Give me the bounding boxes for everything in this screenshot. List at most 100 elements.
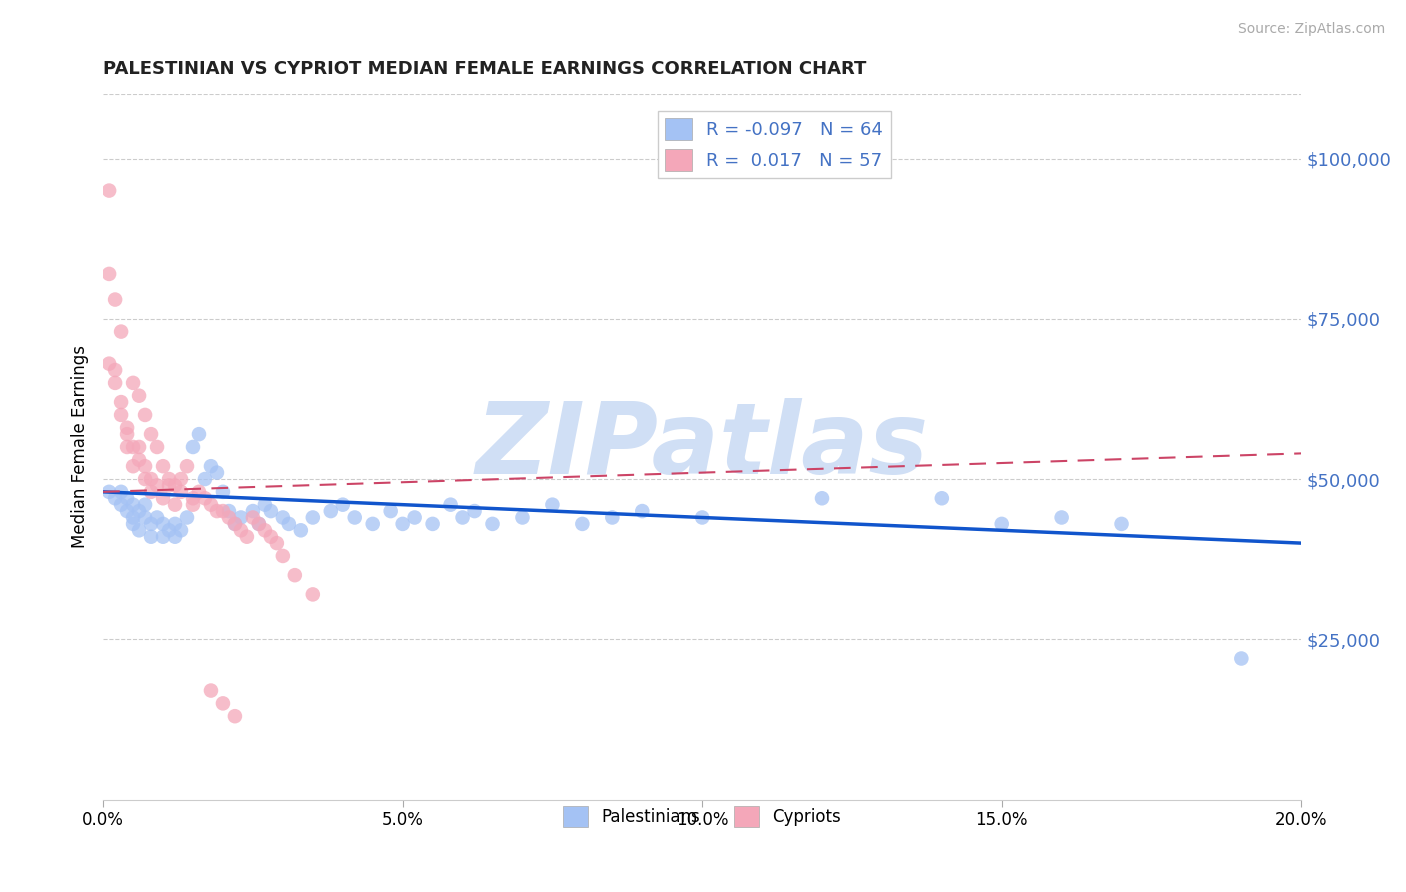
Point [163, 530, 186, 544]
Point [260, 530, 283, 544]
Point [134, 498, 156, 512]
Text: Source: ZipAtlas.com: Source: ZipAtlas.com [1237, 22, 1385, 37]
Point [152, 491, 174, 506]
Point [152, 459, 174, 474]
Point [181, 491, 204, 506]
Point [422, 516, 444, 531]
Point [690, 510, 713, 524]
Point [163, 478, 186, 492]
Point [271, 549, 294, 563]
Point [134, 472, 156, 486]
Point [242, 504, 264, 518]
Point [139, 427, 162, 442]
Point [200, 459, 222, 474]
Point [128, 452, 150, 467]
Point [181, 498, 204, 512]
Point [277, 516, 299, 531]
Point [229, 510, 252, 524]
Point [134, 408, 156, 422]
Point [110, 325, 132, 339]
Point [260, 504, 283, 518]
Point [253, 498, 276, 512]
Point [122, 498, 145, 512]
Point [224, 516, 246, 531]
Point [481, 516, 503, 531]
Point [1111, 516, 1133, 531]
Point [212, 697, 235, 711]
Y-axis label: Median Female Earnings: Median Female Earnings [72, 345, 89, 549]
Point [110, 395, 132, 409]
Point [115, 421, 138, 435]
Point [512, 510, 534, 524]
Point [284, 568, 307, 582]
Point [139, 472, 162, 486]
Point [188, 427, 211, 442]
Point [931, 491, 953, 506]
Point [176, 459, 198, 474]
Point [139, 530, 162, 544]
Legend: Palestinians, Cypriots: Palestinians, Cypriots [557, 800, 848, 833]
Point [134, 459, 156, 474]
Point [176, 510, 198, 524]
Point [439, 498, 461, 512]
Point [157, 472, 180, 486]
Point [170, 472, 193, 486]
Point [122, 376, 145, 390]
Point [128, 504, 150, 518]
Point [1050, 510, 1073, 524]
Point [301, 510, 323, 524]
Point [122, 516, 145, 531]
Point [128, 524, 150, 538]
Point [571, 516, 593, 531]
Point [811, 491, 834, 506]
Point [236, 530, 259, 544]
Point [122, 459, 145, 474]
Point [188, 484, 211, 499]
Point [163, 498, 186, 512]
Point [242, 510, 264, 524]
Point [361, 516, 384, 531]
Point [464, 504, 486, 518]
Point [247, 516, 270, 531]
Point [301, 587, 323, 601]
Point [152, 530, 174, 544]
Point [602, 510, 624, 524]
Text: ZIPatlas: ZIPatlas [475, 399, 929, 495]
Point [128, 389, 150, 403]
Point [98, 357, 121, 371]
Point [451, 510, 474, 524]
Point [290, 524, 312, 538]
Point [194, 491, 217, 506]
Point [200, 683, 222, 698]
Point [110, 484, 132, 499]
Point [104, 363, 127, 377]
Point [146, 510, 169, 524]
Point [266, 536, 288, 550]
Point [247, 516, 270, 531]
Point [319, 504, 342, 518]
Point [205, 504, 228, 518]
Point [212, 484, 235, 499]
Point [224, 516, 246, 531]
Point [115, 504, 138, 518]
Point [343, 510, 366, 524]
Point [380, 504, 402, 518]
Point [541, 498, 564, 512]
Point [146, 440, 169, 454]
Point [170, 524, 193, 538]
Point [229, 524, 252, 538]
Point [139, 516, 162, 531]
Point [332, 498, 354, 512]
Point [115, 491, 138, 506]
Point [146, 478, 169, 492]
Point [98, 484, 121, 499]
Point [134, 510, 156, 524]
Point [139, 484, 162, 499]
Text: PALESTINIAN VS CYPRIOT MEDIAN FEMALE EARNINGS CORRELATION CHART: PALESTINIAN VS CYPRIOT MEDIAN FEMALE EAR… [103, 60, 866, 78]
Point [253, 524, 276, 538]
Point [990, 516, 1012, 531]
Point [631, 504, 654, 518]
Point [181, 440, 204, 454]
Point [391, 516, 413, 531]
Point [205, 466, 228, 480]
